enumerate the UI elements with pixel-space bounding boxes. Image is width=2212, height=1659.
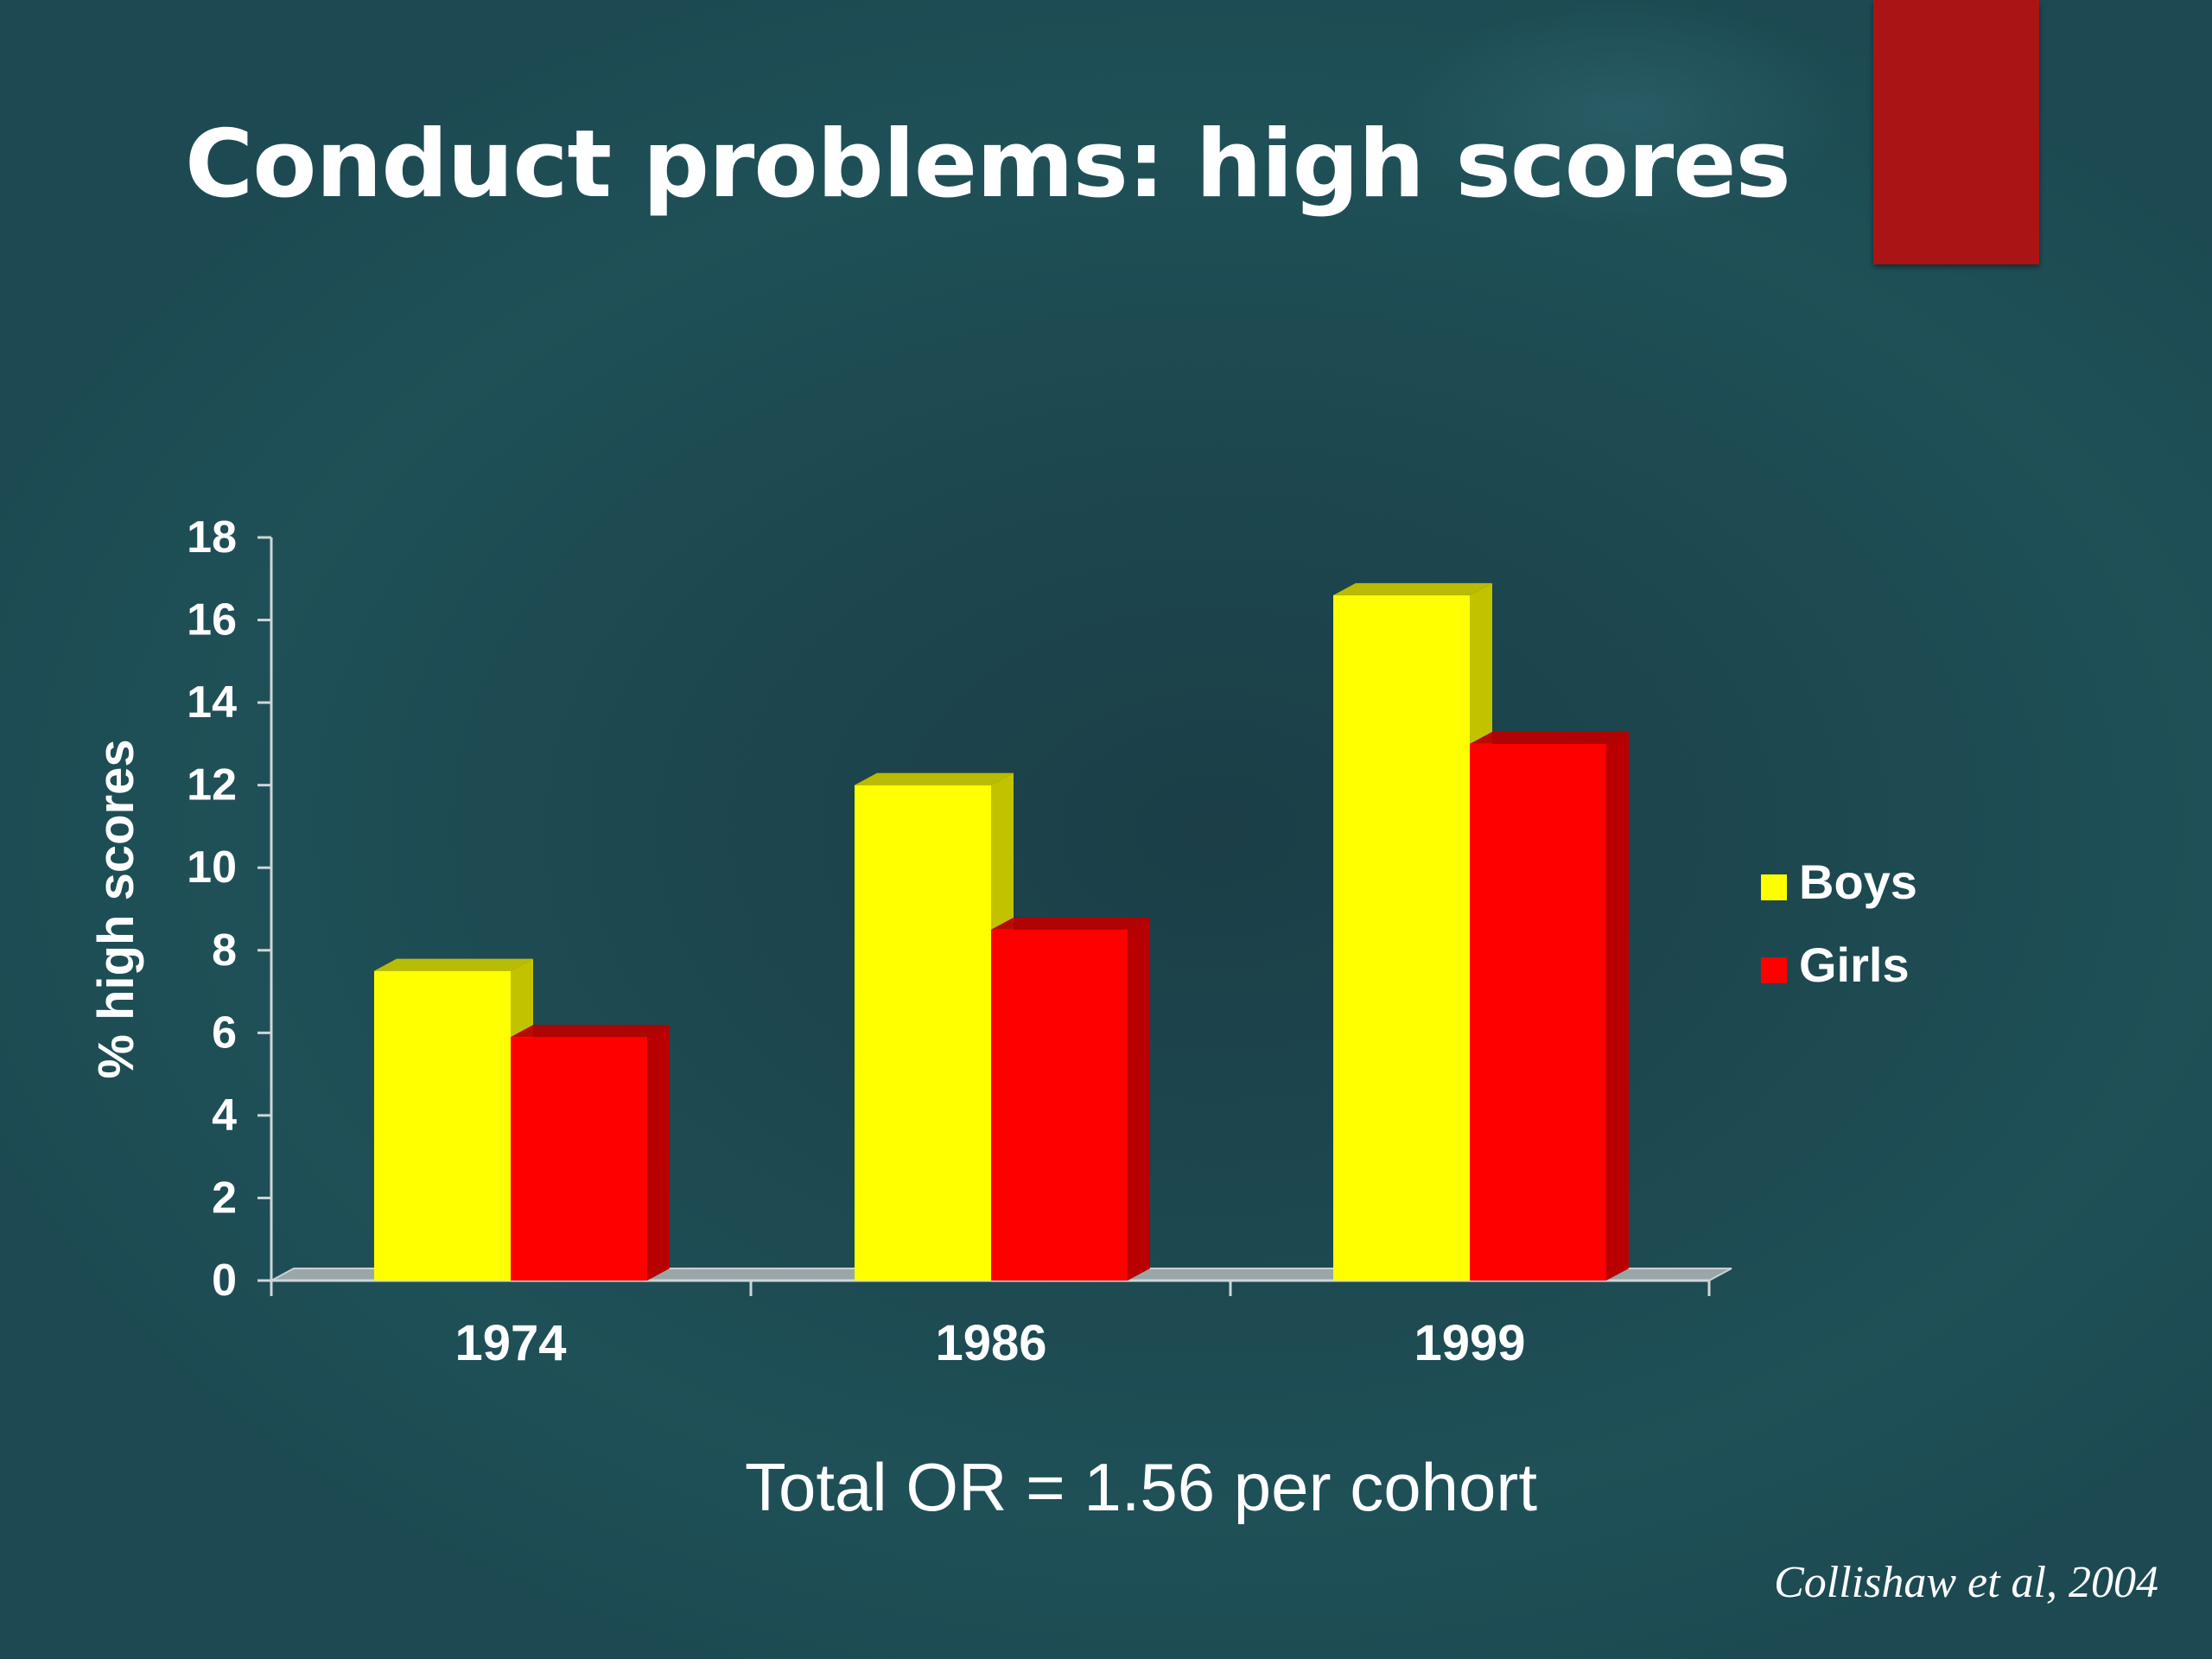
y-axis-label: % high scores	[88, 739, 144, 1078]
legend-swatch-girls	[1761, 957, 1787, 983]
slide-title: Conduct problems: high scores	[185, 111, 1791, 219]
bar-side-girls-1986	[1128, 917, 1150, 1281]
citation: Collishaw et al, 2004	[1774, 1558, 2158, 1607]
accent-rectangle	[1873, 0, 2039, 264]
y-tick-label: 18	[187, 512, 237, 563]
bar-top-boys-1986	[855, 772, 1014, 785]
bar-side-girls-1999	[1606, 731, 1629, 1281]
bar-boys-1999	[1333, 594, 1470, 1281]
y-tick-label: 4	[212, 1090, 237, 1141]
legend-label-girls: Girls	[1799, 938, 1910, 992]
bar-boys-1974	[374, 970, 511, 1281]
bar-top-boys-1974	[374, 958, 533, 971]
x-tick-label: 1999	[1414, 1315, 1525, 1371]
y-tick-label: 0	[212, 1255, 237, 1306]
bar-top-girls-1974	[511, 1025, 670, 1038]
odds-ratio-note: Total OR = 1.56 per cohort	[745, 1449, 1537, 1525]
background-glow	[1400, 0, 1849, 225]
y-tick-label: 10	[187, 842, 237, 893]
x-tick-label: 1974	[454, 1315, 566, 1371]
legend-label-boys: Boys	[1799, 855, 1917, 909]
bar-girls-1986	[991, 929, 1128, 1281]
y-tick-label: 14	[187, 677, 237, 728]
bar-top-girls-1986	[991, 917, 1150, 930]
y-tick-label: 6	[212, 1007, 237, 1058]
x-tick-label: 1986	[935, 1315, 1046, 1371]
y-tick-label: 12	[187, 760, 237, 810]
bar-top-girls-1999	[1470, 731, 1629, 744]
bar-boys-1986	[855, 785, 991, 1281]
y-tick-label: 16	[187, 595, 237, 645]
y-tick-label: 8	[212, 925, 237, 976]
legend-swatch-boys	[1761, 874, 1787, 900]
bar-side-girls-1974	[647, 1025, 670, 1281]
y-tick-label: 2	[212, 1173, 237, 1223]
bar-girls-1999	[1470, 743, 1606, 1281]
bar-top-boys-1999	[1333, 582, 1492, 595]
bar-girls-1974	[511, 1037, 647, 1281]
